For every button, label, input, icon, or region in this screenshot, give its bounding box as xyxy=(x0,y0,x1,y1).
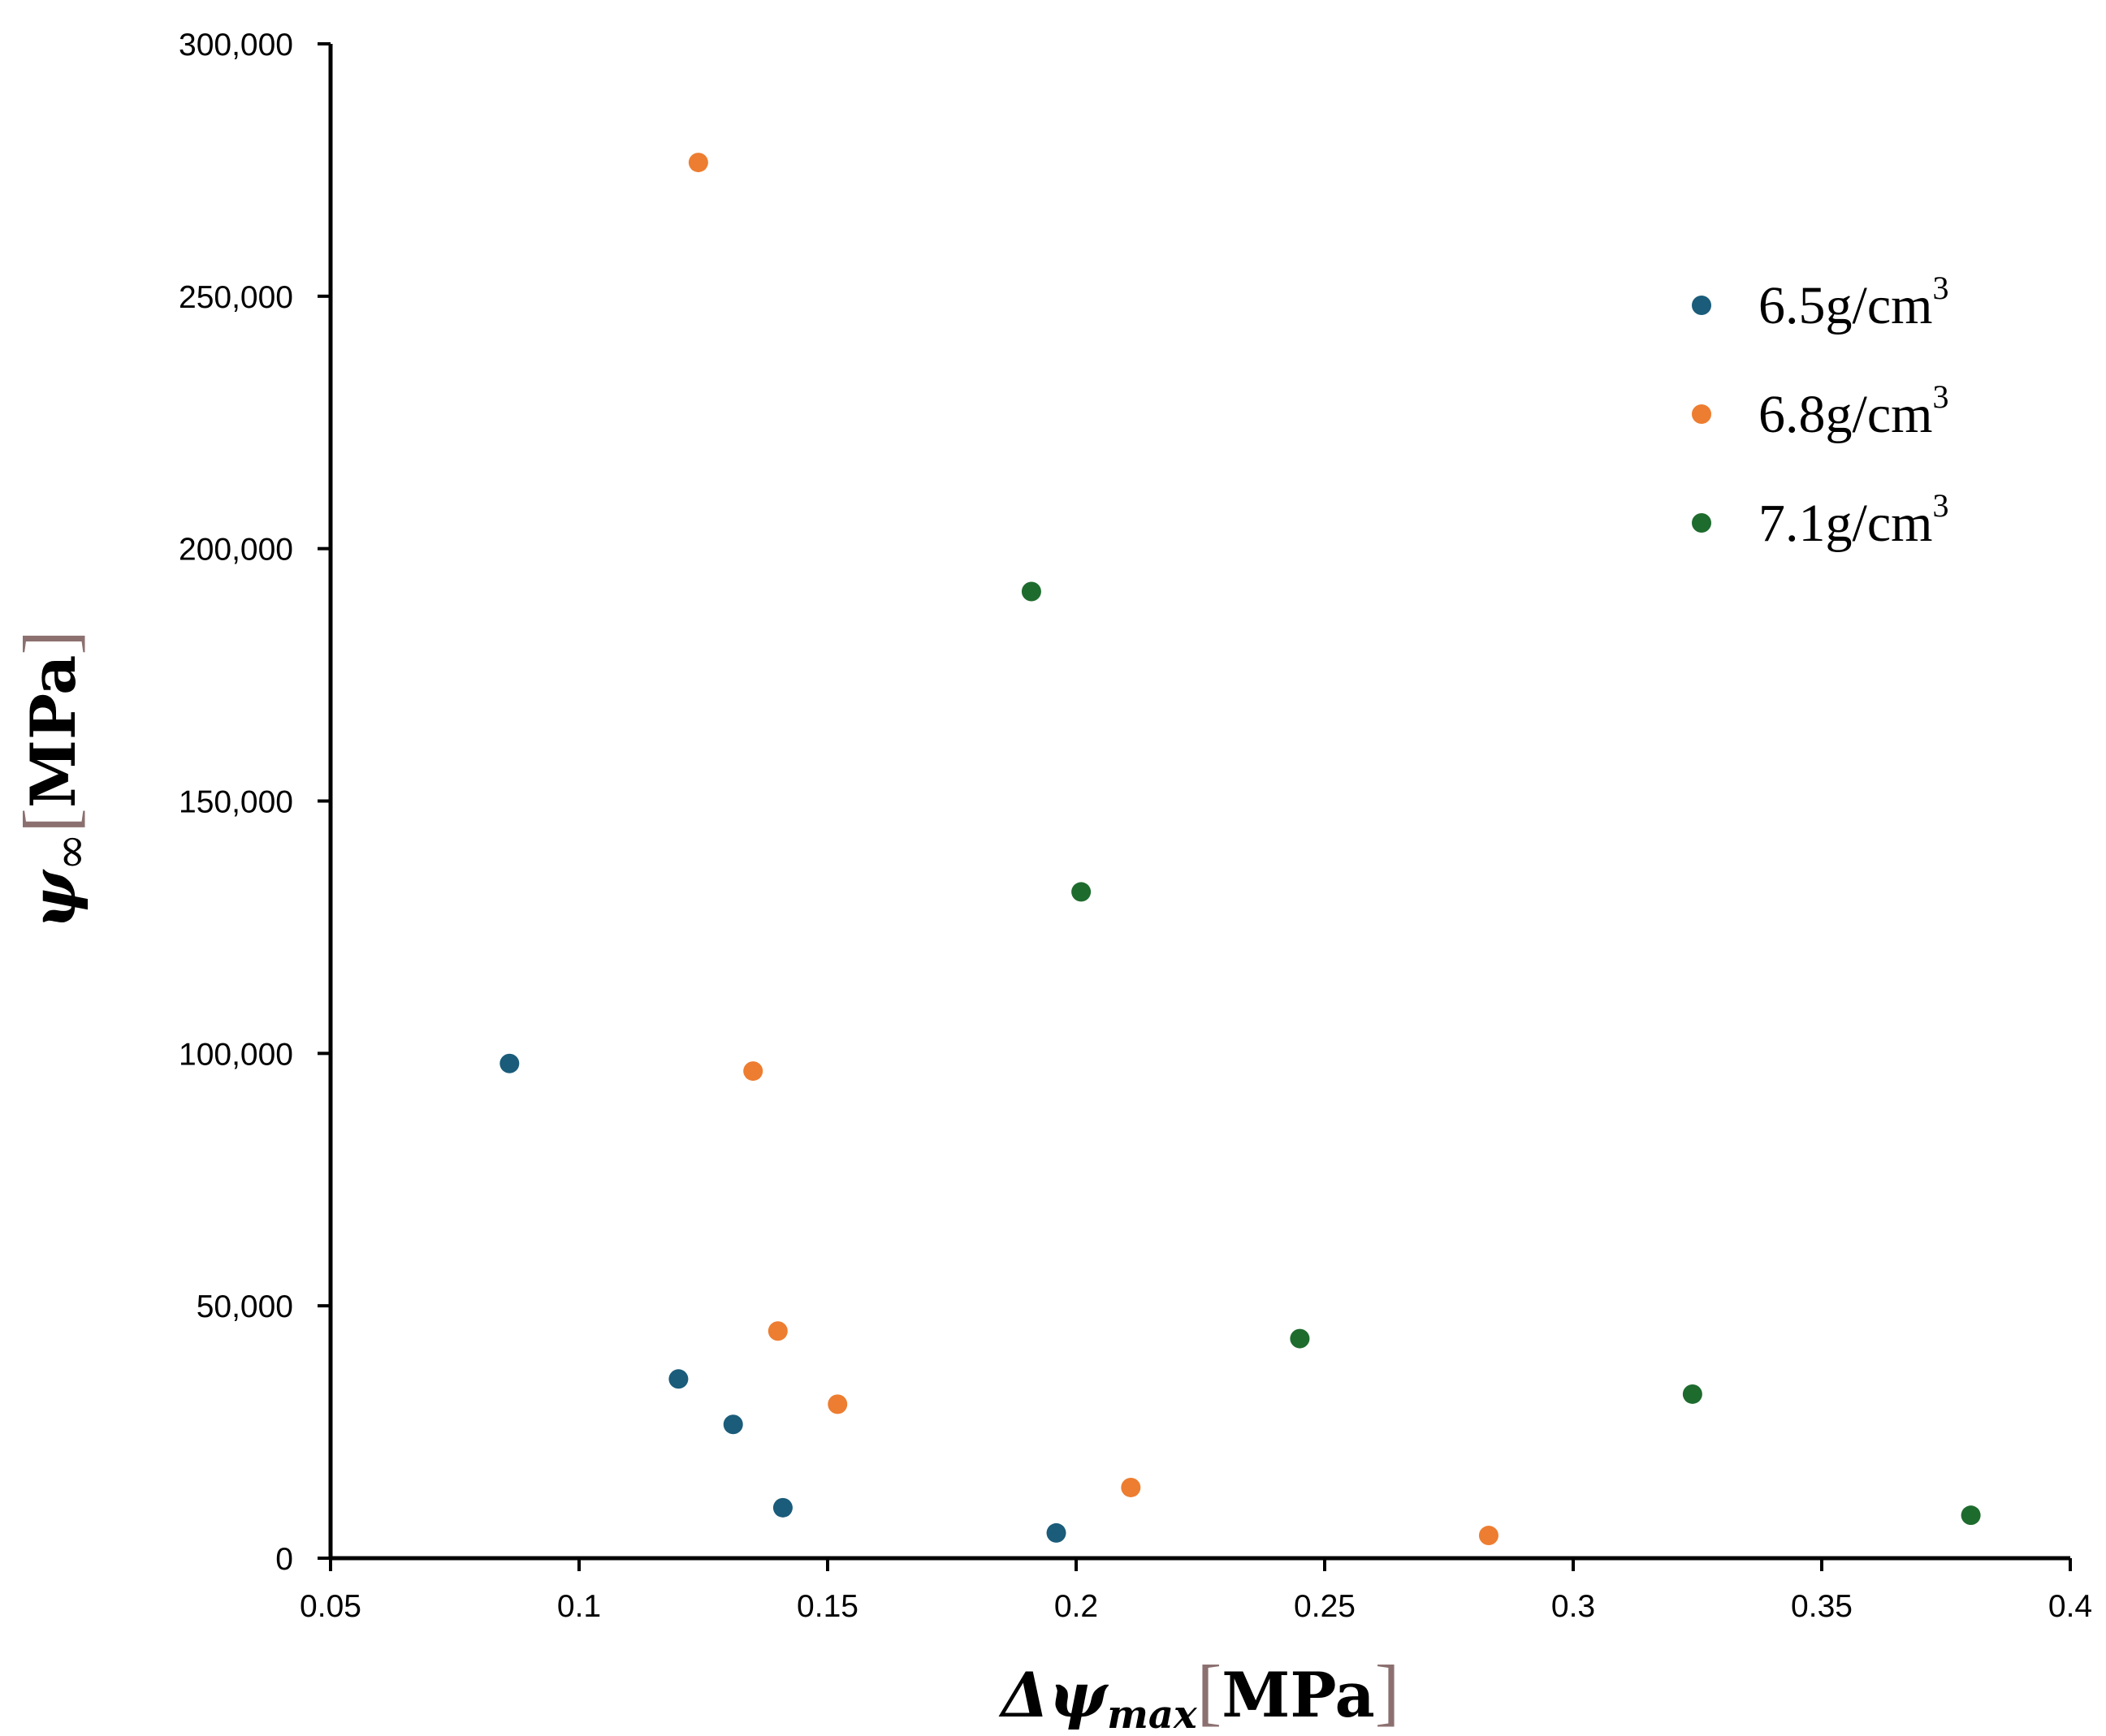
y-tick-label: 300,000 xyxy=(179,28,293,63)
legend-marker-series-2 xyxy=(1692,404,1711,424)
data-point-series-1 xyxy=(668,1369,689,1389)
legend-label-text: 6.8g/cm xyxy=(1758,385,1932,444)
legend-label-text: 6.5g/cm xyxy=(1758,276,1932,335)
y-tick-label: 100,000 xyxy=(179,1037,293,1072)
legend-marker-series-3 xyxy=(1692,513,1711,533)
data-point-series-3 xyxy=(1290,1328,1310,1349)
x-axis-title: Δψmax[MPa] xyxy=(998,1650,1400,1736)
y-axis-title-open: [ xyxy=(8,808,91,833)
data-point-series-2 xyxy=(1121,1477,1141,1497)
y-axis-title: ψ∞[MPa] xyxy=(8,630,97,929)
x-tick-label: 0.2 xyxy=(1054,1589,1098,1624)
data-point-series-1 xyxy=(772,1497,793,1518)
data-point-series-2 xyxy=(688,153,708,173)
data-point-series-3 xyxy=(1961,1505,1981,1526)
legend-label-superscript: 3 xyxy=(1932,487,1948,524)
data-point-series-1 xyxy=(723,1414,743,1435)
x-axis-title-unit: MPa xyxy=(1222,1659,1374,1731)
x-axis-title-sub: max xyxy=(1107,1692,1198,1736)
data-point-series-2 xyxy=(768,1321,788,1341)
x-axis-title-main: Δψ xyxy=(998,1659,1109,1731)
legend-marker-series-1 xyxy=(1692,296,1711,315)
x-ticks: 0.05 0.1 0.15 0.2 0.25 0.3 0.35 0.4 xyxy=(300,1558,2092,1624)
legend-label-superscript: 3 xyxy=(1932,270,1948,306)
x-tick-label: 0.35 xyxy=(1791,1589,1853,1624)
data-point-series-3 xyxy=(1682,1384,1702,1404)
data-point-series-3 xyxy=(1071,882,1092,902)
legend-label-series-2: 6.8g/cm3 xyxy=(1758,378,1948,444)
y-axis-title-unit: MPa xyxy=(17,655,89,808)
y-axis-title-sub: ∞ xyxy=(45,833,97,871)
data-points xyxy=(499,153,1981,1546)
y-tick-label: 150,000 xyxy=(179,785,293,820)
data-point-series-1 xyxy=(499,1053,520,1073)
x-tick-label: 0.25 xyxy=(1294,1589,1356,1624)
axes xyxy=(328,44,2070,1561)
y-tick-label: 250,000 xyxy=(179,280,293,315)
legend-label-series-3: 7.1g/cm3 xyxy=(1758,487,1948,553)
data-point-series-3 xyxy=(1021,581,1041,602)
data-point-series-2 xyxy=(743,1061,763,1082)
x-tick-label: 0.4 xyxy=(2048,1589,2092,1624)
data-point-series-2 xyxy=(1478,1526,1498,1546)
data-point-series-1 xyxy=(1046,1522,1066,1543)
y-ticks: 0 50,000 100,000 150,000 200,000 250,000 300,0… xyxy=(179,28,331,1577)
y-tick-label: 0 xyxy=(275,1542,293,1577)
x-tick-label: 0.15 xyxy=(797,1589,858,1624)
x-axis-title-open: [ xyxy=(1197,1650,1222,1733)
y-axis-title-close: ] xyxy=(8,630,91,655)
legend-label-text: 7.1g/cm xyxy=(1758,494,1932,553)
y-tick-label: 200,000 xyxy=(179,533,293,568)
y-axis-title-main: ψ xyxy=(17,869,89,929)
x-tick-label: 0.1 xyxy=(557,1589,601,1624)
legend-label-series-1: 6.5g/cm3 xyxy=(1758,270,1948,335)
data-point-series-2 xyxy=(828,1394,848,1414)
x-axis-title-close: ] xyxy=(1375,1650,1400,1733)
x-tick-label: 0.3 xyxy=(1551,1589,1595,1624)
x-tick-label: 0.05 xyxy=(300,1589,361,1624)
legend-label-superscript: 3 xyxy=(1932,378,1948,415)
y-tick-label: 50,000 xyxy=(197,1289,293,1324)
